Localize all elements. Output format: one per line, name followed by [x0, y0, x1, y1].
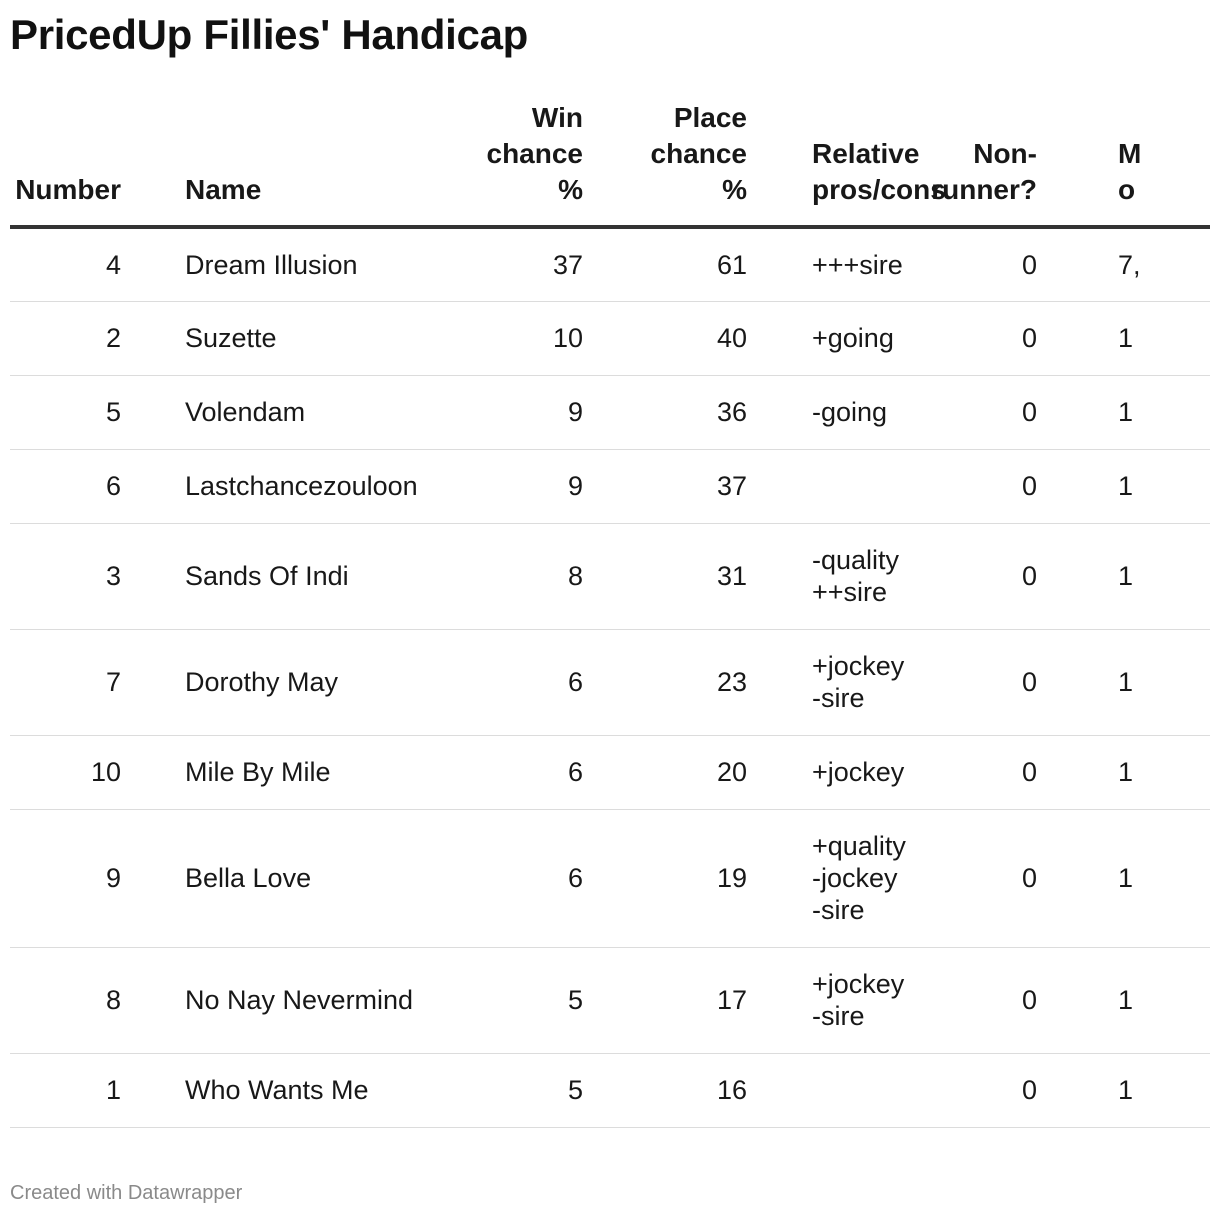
cell-name: Dream Illusion — [185, 227, 435, 302]
cell-place-chance: 23 — [592, 629, 755, 736]
cell-truncated: 1 — [1065, 375, 1210, 450]
cell-number: 9 — [10, 809, 185, 948]
cell-place-chance: 31 — [592, 523, 755, 630]
table-row: 4 Dream Illusion 37 61 +++sire 0 7, — [10, 227, 1210, 302]
column-header-win-chance[interactable]: Win chance % — [435, 100, 592, 229]
cell-name: Mile By Mile — [185, 735, 435, 810]
cell-place-chance: 61 — [592, 227, 755, 302]
cell-truncated: 7, — [1065, 227, 1210, 302]
cell-win-chance: 5 — [435, 1053, 592, 1128]
cell-win-chance: 8 — [435, 523, 592, 630]
cell-truncated: 1 — [1065, 947, 1210, 1054]
table-row: 3 Sands Of Indi 8 31 -quality ++sire 0 1 — [10, 523, 1210, 630]
cell-truncated: 1 — [1065, 629, 1210, 736]
cell-truncated: 1 — [1065, 1053, 1210, 1128]
table-body: 4 Dream Illusion 37 61 +++sire 0 7, 2 Suzette 10 4… — [10, 227, 1210, 1128]
cell-win-chance: 5 — [435, 947, 592, 1054]
cell-win-chance: 9 — [435, 449, 592, 524]
cell-name: Volendam — [185, 375, 435, 450]
cell-name: Lastchancezouloon — [185, 449, 435, 524]
table-header: Number Name Win chance % Place chance % … — [10, 100, 1210, 229]
table-title: PricedUp Fillies' Handicap — [10, 11, 529, 58]
cell-place-chance: 36 — [592, 375, 755, 450]
cell-non-runner: 0 — [931, 301, 1065, 376]
cell-non-runner: 0 — [931, 629, 1065, 736]
cell-non-runner: 0 — [931, 523, 1065, 630]
cell-name: Bella Love — [185, 809, 435, 948]
table-row: 10 Mile By Mile 6 20 +jockey 0 1 — [10, 735, 1210, 810]
cell-number: 3 — [10, 523, 185, 630]
cell-win-chance: 6 — [435, 629, 592, 736]
table-row: 9 Bella Love 6 19 +quality -jockey -sire 0 1 — [10, 809, 1210, 948]
cell-relative-pros-cons: +quality -jockey -sire — [755, 809, 931, 948]
table-row: 6 Lastchancezouloon 9 37 0 1 — [10, 449, 1210, 524]
cell-name: Who Wants Me — [185, 1053, 435, 1128]
cell-place-chance: 37 — [592, 449, 755, 524]
cell-win-chance: 37 — [435, 227, 592, 302]
cell-name: No Nay Nevermind — [185, 947, 435, 1054]
table-row: 8 No Nay Nevermind 5 17 +jockey -sire 0 1 — [10, 947, 1210, 1054]
cell-name: Sands Of Indi — [185, 523, 435, 630]
cell-number: 2 — [10, 301, 185, 376]
cell-non-runner: 0 — [931, 947, 1065, 1054]
cell-place-chance: 16 — [592, 1053, 755, 1128]
cell-truncated: 1 — [1065, 449, 1210, 524]
cell-relative-pros-cons — [755, 449, 931, 524]
credit-footer: Created with Datawrapper — [10, 1182, 243, 1204]
cell-win-chance: 9 — [435, 375, 592, 450]
cell-truncated: 1 — [1065, 809, 1210, 948]
cell-non-runner: 0 — [931, 227, 1065, 302]
cell-truncated: 1 — [1065, 735, 1210, 810]
cell-non-runner: 0 — [931, 809, 1065, 948]
cell-win-chance: 10 — [435, 301, 592, 376]
table-row: 5 Volendam 9 36 -going 0 1 — [10, 375, 1210, 450]
column-header-number[interactable]: Number — [10, 100, 185, 229]
header-row: Number Name Win chance % Place chance % … — [10, 100, 1210, 229]
cell-non-runner: 0 — [931, 375, 1065, 450]
cell-number: 1 — [10, 1053, 185, 1128]
cell-relative-pros-cons: +going — [755, 301, 931, 376]
table-row: 1 Who Wants Me 5 16 0 1 — [10, 1053, 1210, 1128]
cell-truncated: 1 — [1065, 523, 1210, 630]
column-header-place-chance[interactable]: Place chance % — [592, 100, 755, 229]
cell-number: 10 — [10, 735, 185, 810]
runners-table-container: Number Name Win chance % Place chance % … — [10, 100, 1210, 1160]
cell-win-chance: 6 — [435, 735, 592, 810]
cell-place-chance: 40 — [592, 301, 755, 376]
table-row: 7 Dorothy May 6 23 +jockey -sire 0 1 — [10, 629, 1210, 736]
cell-non-runner: 0 — [931, 1053, 1065, 1128]
cell-relative-pros-cons: -going — [755, 375, 931, 450]
table-row: 2 Suzette 10 40 +going 0 1 — [10, 301, 1210, 376]
cell-win-chance: 6 — [435, 809, 592, 948]
runners-table: Number Name Win chance % Place chance % … — [10, 100, 1210, 1128]
cell-place-chance: 19 — [592, 809, 755, 948]
cell-number: 4 — [10, 227, 185, 302]
cell-number: 5 — [10, 375, 185, 450]
cell-truncated: 1 — [1065, 301, 1210, 376]
cell-name: Suzette — [185, 301, 435, 376]
cell-place-chance: 17 — [592, 947, 755, 1054]
cell-relative-pros-cons — [755, 1053, 931, 1128]
cell-non-runner: 0 — [931, 449, 1065, 524]
cell-name: Dorothy May — [185, 629, 435, 736]
cell-place-chance: 20 — [592, 735, 755, 810]
cell-relative-pros-cons: -quality ++sire — [755, 523, 931, 630]
cell-relative-pros-cons: +jockey — [755, 735, 931, 810]
cell-number: 7 — [10, 629, 185, 736]
cell-number: 6 — [10, 449, 185, 524]
cell-relative-pros-cons: +++sire — [755, 227, 931, 302]
column-header-non-runner[interactable]: Non- runner? — [931, 100, 1065, 229]
column-header-relative-pros-cons[interactable]: Relative pros/cons — [755, 100, 946, 229]
cell-relative-pros-cons: +jockey -sire — [755, 629, 931, 736]
column-header-name[interactable]: Name — [185, 100, 435, 229]
column-header-truncated[interactable]: M o — [1065, 100, 1210, 229]
cell-number: 8 — [10, 947, 185, 1054]
cell-non-runner: 0 — [931, 735, 1065, 810]
cell-relative-pros-cons: +jockey -sire — [755, 947, 931, 1054]
